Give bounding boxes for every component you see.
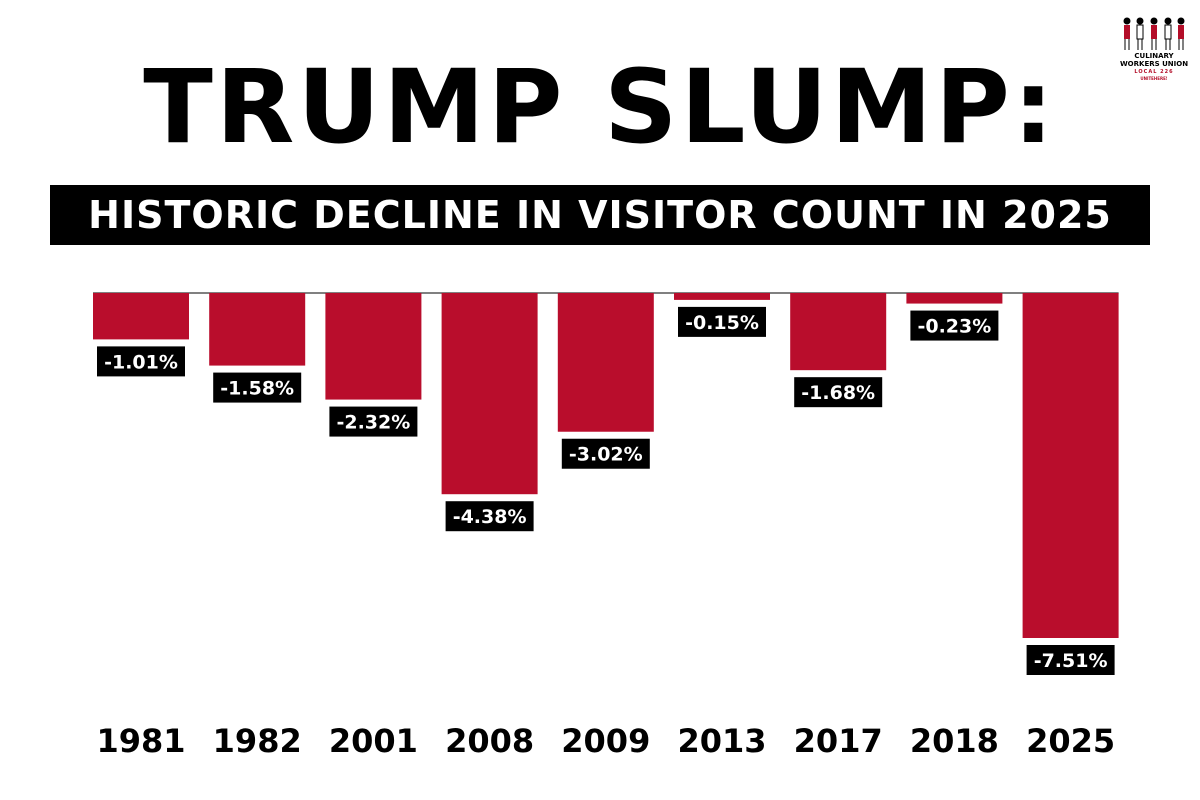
logo-text-culinary: CULINARY	[1134, 52, 1174, 60]
value-label-1982: -1.58%	[220, 378, 294, 400]
bar-1981	[93, 293, 189, 340]
year-label-2017: 2017	[794, 722, 883, 760]
value-label-box-2018	[910, 310, 999, 341]
bar-2017	[790, 293, 887, 371]
year-label-2009: 2009	[561, 722, 650, 760]
year-label-1981: 1981	[96, 722, 185, 760]
value-label-2025: -7.51%	[1034, 650, 1108, 672]
bar-2008	[441, 293, 538, 495]
bar-2001	[325, 293, 422, 400]
year-label-2018: 2018	[910, 722, 999, 760]
value-label-1981: -1.01%	[104, 351, 178, 373]
bar-2025	[1022, 293, 1119, 638]
logo-text-workers-union: WORKERS UNION	[1119, 60, 1189, 68]
logo-text-local: LOCAL 226	[1134, 69, 1174, 75]
value-label-2018: -0.23%	[917, 316, 991, 338]
bar-2013	[674, 293, 770, 300]
union-logo: CULINARY WORKERS UNION LOCAL 226 UNITEHE…	[1118, 14, 1190, 84]
year-label-2001: 2001	[329, 722, 418, 760]
value-label-box-1982	[213, 372, 302, 403]
logo-text-unitehere: UNITEHERE!	[1140, 76, 1168, 81]
year-label-2013: 2013	[677, 722, 766, 760]
value-label-2017: -1.68%	[801, 382, 875, 404]
year-label-2025: 2025	[1026, 722, 1115, 760]
value-label-box-2013	[678, 306, 766, 337]
year-label-1982: 1982	[213, 722, 302, 760]
bar-2018	[906, 293, 1003, 304]
value-label-2001: -2.32%	[336, 412, 410, 434]
bar-1982	[209, 293, 306, 366]
value-label-2009: -3.02%	[569, 444, 643, 466]
value-label-box-1981	[97, 346, 185, 377]
value-label-2008: -4.38%	[453, 506, 527, 528]
year-label-2008: 2008	[445, 722, 534, 760]
page-title: TRUMP SLUMP:	[143, 48, 1057, 167]
value-label-box-2009	[561, 438, 650, 469]
value-label-box-2008	[445, 501, 534, 532]
value-label-2013: -0.15%	[685, 312, 759, 334]
value-label-box-2017	[794, 377, 883, 408]
subtitle-banner: HISTORIC DECLINE IN VISITOR COUNT IN 202…	[50, 185, 1150, 245]
value-label-box-2001	[329, 406, 418, 437]
bar-2009	[557, 293, 654, 432]
value-label-box-2025	[1026, 645, 1115, 675]
workers-figures-icon	[1123, 17, 1185, 50]
